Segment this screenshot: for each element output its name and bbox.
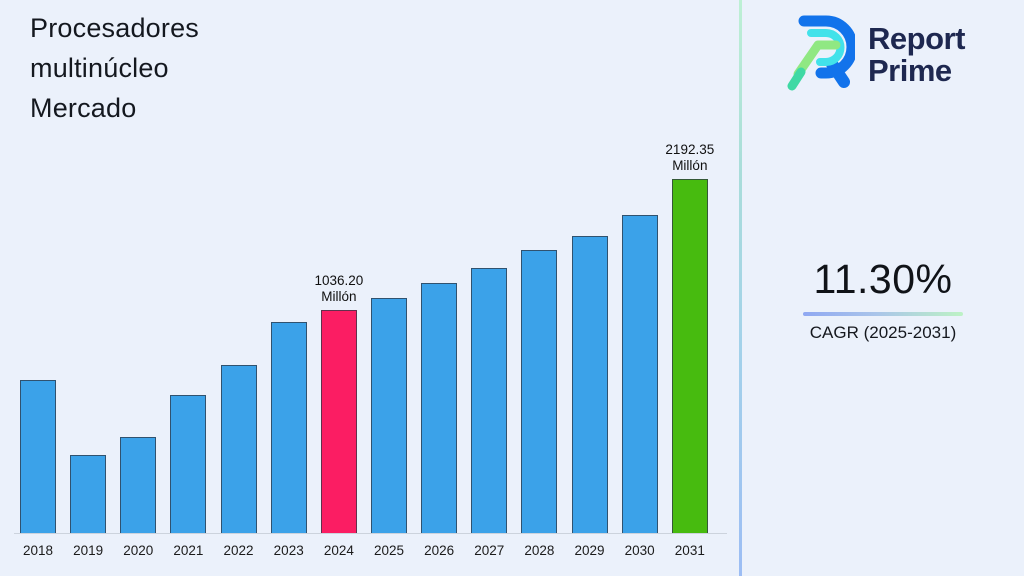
bar-slot-2030: 2030 xyxy=(621,0,658,558)
cagr-underline xyxy=(803,312,963,316)
bar-2031 xyxy=(671,179,708,534)
panel-separator xyxy=(739,0,742,576)
x-tick-2029: 2029 xyxy=(574,543,605,558)
bar-slot-2028: 2028 xyxy=(521,0,558,558)
bar-slot-2026: 2026 xyxy=(421,0,458,558)
bar-slot-2029: 2029 xyxy=(571,0,608,558)
x-tick-2030: 2030 xyxy=(624,543,655,558)
bar-2023 xyxy=(270,322,307,534)
bar-2020 xyxy=(120,437,157,534)
x-tick-2026: 2026 xyxy=(424,543,455,558)
bar-chart: 2018 2019 2020 2021 2022 2023 1036.20 Millón 202… xyxy=(20,0,714,558)
bar-2029 xyxy=(571,236,608,534)
bar-slot-2031: 2192.35 Millón 2031 xyxy=(665,0,714,558)
bar-2021 xyxy=(170,395,207,534)
x-tick-2023: 2023 xyxy=(273,543,304,558)
bar-2019 xyxy=(70,455,107,534)
bar-slot-2021: 2021 xyxy=(170,0,207,558)
logo-word-report: Report xyxy=(868,20,965,56)
bar-slot-2019: 2019 xyxy=(70,0,107,558)
x-tick-2019: 2019 xyxy=(73,543,104,558)
x-tick-2020: 2020 xyxy=(123,543,154,558)
bar-slot-2025: 2025 xyxy=(370,0,407,558)
x-tick-2031: 2031 xyxy=(674,543,705,558)
x-tick-2022: 2022 xyxy=(223,543,254,558)
x-tick-2021: 2021 xyxy=(173,543,204,558)
bar-2022 xyxy=(220,365,257,534)
report-prime-logo-icon xyxy=(781,12,858,97)
x-tick-2027: 2027 xyxy=(474,543,505,558)
bar-2024 xyxy=(320,310,357,534)
x-tick-2025: 2025 xyxy=(373,543,404,558)
title-line-1: Procesadores xyxy=(30,13,199,43)
bar-2025 xyxy=(370,298,407,534)
x-tick-2024: 2024 xyxy=(323,543,354,558)
bar-slot-2020: 2020 xyxy=(120,0,157,558)
bar-2028 xyxy=(521,250,558,534)
bar-2018 xyxy=(20,380,56,534)
x-tick-2018: 2018 xyxy=(22,543,54,558)
bar-slot-2023: 2023 xyxy=(270,0,307,558)
cagr-block: 11.30% CAGR (2025-2031) xyxy=(742,256,1024,343)
x-axis-line xyxy=(14,533,727,534)
title-line-3: Mercado xyxy=(30,93,137,123)
title-line-2: multinúcleo xyxy=(30,53,169,83)
bar-slot-2027: 2027 xyxy=(471,0,508,558)
logo-word-prime: Prime xyxy=(868,52,952,88)
bar-2030 xyxy=(621,215,658,534)
report-prime-logo: Report Prime xyxy=(781,12,965,97)
bar-2026 xyxy=(421,283,458,534)
bar-value-label-2031: 2192.35 Millón xyxy=(665,142,715,173)
bar-value-label-2024: 1036.20 Millón xyxy=(314,273,364,304)
bar-slot-2018: 2018 xyxy=(20,0,56,558)
x-tick-2028: 2028 xyxy=(524,543,555,558)
page-title: Procesadores multinúcleo Mercado xyxy=(30,8,199,128)
cagr-value: 11.30% xyxy=(813,256,953,302)
cagr-caption: CAGR (2025-2031) xyxy=(809,323,957,342)
bar-slot-2022: 2022 xyxy=(220,0,257,558)
logo-wordmark: Report Prime xyxy=(868,20,965,88)
bar-slot-2024: 1036.20 Millón 2024 xyxy=(314,0,363,558)
bar-2027 xyxy=(471,268,508,534)
